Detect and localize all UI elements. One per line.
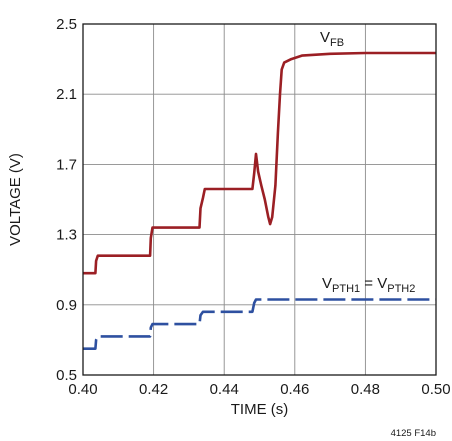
grid xyxy=(83,24,436,375)
figure-id: 4125 F14b xyxy=(391,428,436,439)
x-tick-label: 0.44 xyxy=(210,381,239,398)
vfb-label-sub: FB xyxy=(330,37,344,49)
vpth-label-mid: = V xyxy=(360,275,387,292)
x-tick-label: 0.46 xyxy=(280,381,309,398)
x-axis-title: TIME (s) xyxy=(231,401,289,418)
vpth-series-label: VPTH1 = VPTH2 xyxy=(322,275,415,295)
x-tick-label: 0.40 xyxy=(68,381,97,398)
y-tick-label: 0.9 xyxy=(56,297,77,314)
vfb-label-main: V xyxy=(320,29,330,46)
y-axis-title: VOLTAGE (V) xyxy=(7,153,24,246)
vfb-series-label: VFB xyxy=(320,29,344,49)
vpth-label-sub1: PTH1 xyxy=(332,283,360,295)
vpth-series-line xyxy=(83,298,436,351)
tick-labels: 0.40 0.42 0.44 0.46 0.48 0.50 0.5 0.9 1.3 1.7 2.1 2… xyxy=(56,16,450,398)
vpth-label-main: V xyxy=(322,275,332,292)
x-tick-label: 0.48 xyxy=(351,381,380,398)
x-tick-label: 0.50 xyxy=(421,381,450,398)
vfb-series-line xyxy=(83,51,436,275)
x-tick-label: 0.42 xyxy=(139,381,168,398)
y-tick-label: 0.5 xyxy=(56,367,77,384)
y-tick-label: 2.1 xyxy=(56,86,77,103)
y-tick-label: 2.5 xyxy=(56,16,77,33)
plot-frame xyxy=(82,23,437,376)
vpth-label-sub2: PTH2 xyxy=(387,283,415,295)
y-tick-label: 1.3 xyxy=(56,227,77,244)
y-tick-label: 1.7 xyxy=(56,156,77,173)
series-layer xyxy=(83,51,436,351)
